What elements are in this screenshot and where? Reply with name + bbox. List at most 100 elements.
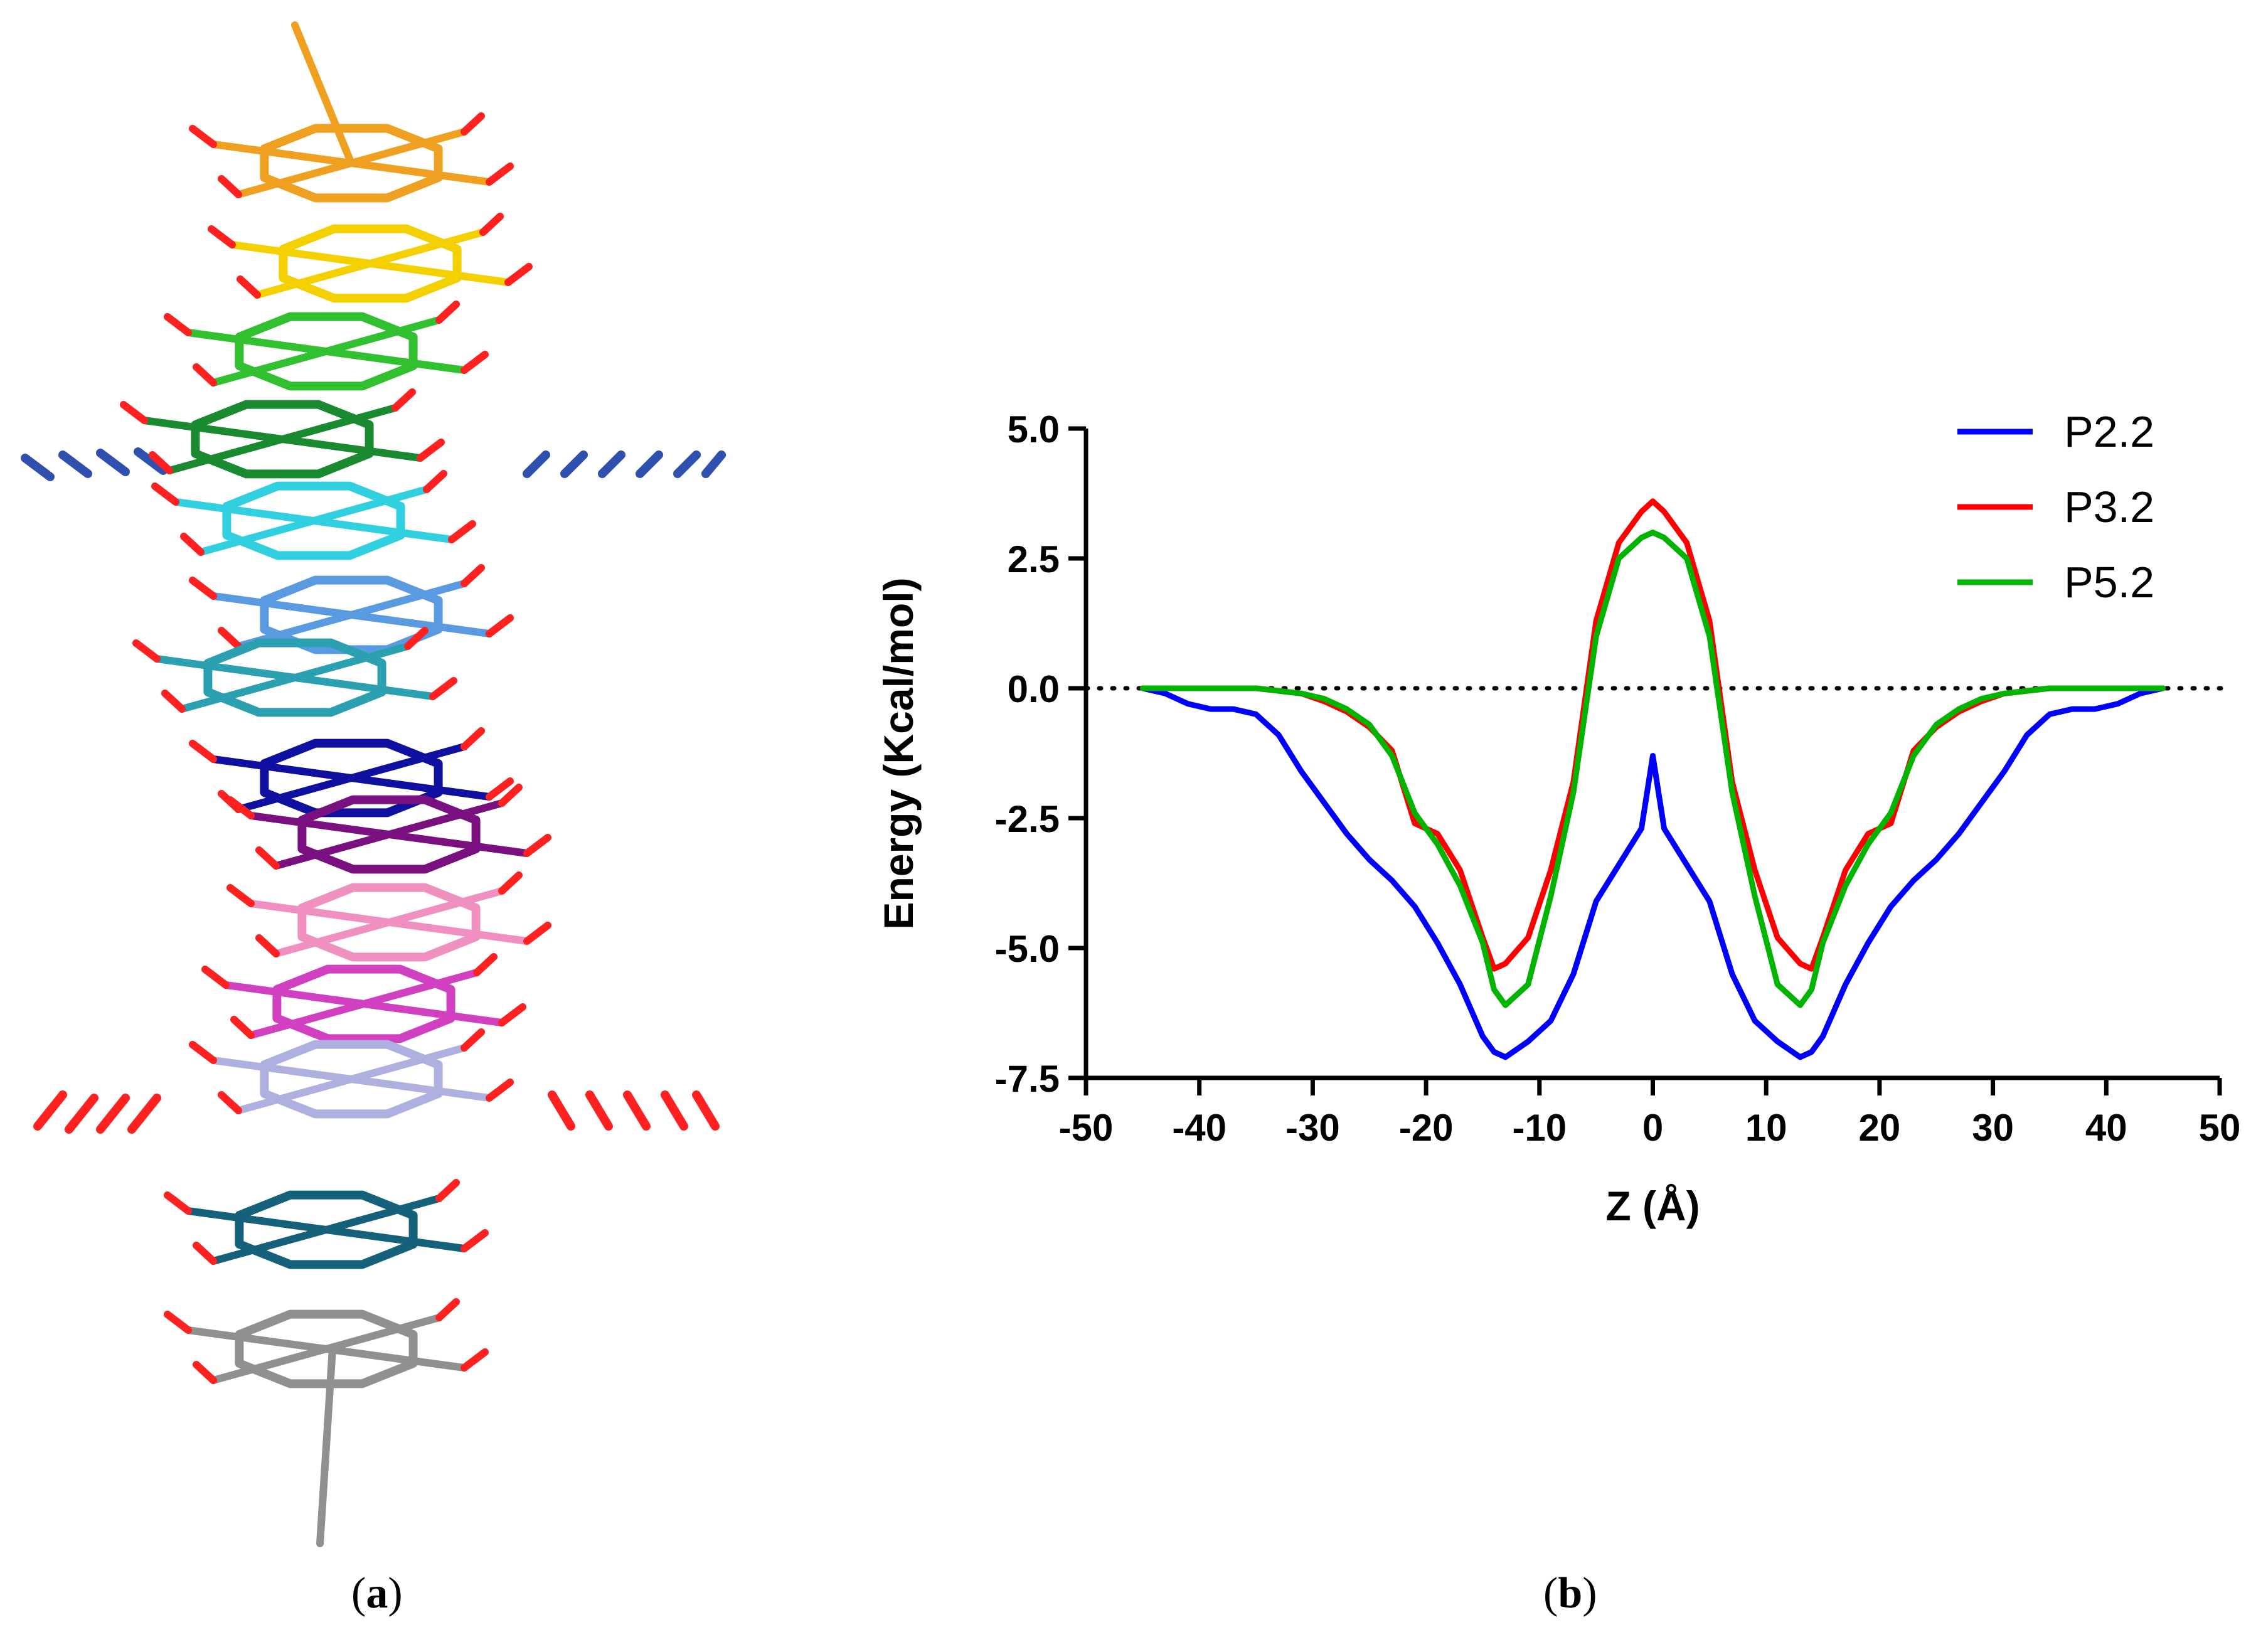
carboxyl-group [149,451,173,474]
legend-label-P3-2: P3.2 [2064,482,2154,531]
carboxyl-group [226,884,255,907]
substituent-arm [235,774,355,813]
carboxyl-group [460,1348,489,1372]
carboxyl-group [460,1229,489,1252]
carboxyl-group [473,953,498,976]
y-ticks: -7.5 -5.0 -2.5 0.0 2.5 5.0 [995,408,1086,1100]
substituent-arm [385,799,506,838]
substituent-arm [360,1000,506,1026]
series-lines [1139,498,2166,1060]
substituent-arm [279,435,424,462]
substituent-arm [222,981,368,1008]
substituent-arm [385,887,506,926]
carboxyl-group [201,966,230,989]
molecular-structure-image [21,21,726,1547]
energy-profile-panel: -7.5 -5.0 -2.5 0.0 2.5 5.0 -50 -40 -30 -20 -10 0 10… [778,0,2251,1649]
carboxyl-group [226,796,255,819]
carboxyl-group [404,627,428,650]
substituent-arm [360,969,481,1008]
membrane-top-layer [21,447,726,481]
substituent-arm [322,1195,443,1234]
substituent-arm [253,260,374,299]
carboxyl-group [486,163,514,186]
x-tick-label: 20 [1859,1107,1901,1149]
carboxyl-group [218,175,242,198]
substituent-arm [348,128,468,167]
carboxyl-group [435,1179,460,1202]
x-tick-label: 40 [2085,1107,2127,1149]
substituent-arm [348,743,468,782]
substituent-arm [166,435,286,474]
series-line-P5-2 [1139,530,2166,1008]
substituent-arm [210,348,330,386]
carboxyl-group [255,846,280,870]
substituent-arm [210,592,355,619]
x-ticks: -50 -40 -30 -20 -10 0 10 20 30 40 50 [1059,1078,2241,1149]
carboxyl-group [218,1091,242,1114]
substituent-arm [310,486,430,525]
y-tick-label: 5.0 [1008,408,1060,450]
legend-label-P5-2: P5.2 [2064,558,2154,607]
panel-a-label: (a) [351,1569,403,1619]
carboxyl-group [498,871,523,895]
x-tick-label: -30 [1285,1107,1340,1149]
panel-b-label-close: ) [1582,1569,1597,1617]
substituent-arm [184,1326,330,1353]
substituent-arm [210,141,355,167]
substituent-arm [184,1207,330,1234]
carboxyl-group [423,470,447,493]
substituent-arm [184,329,330,355]
carboxyl-group [164,1191,192,1215]
panel-a-label-close: ) [388,1569,403,1617]
carboxyl-group [460,564,485,587]
y-tick-label: -7.5 [995,1058,1060,1100]
x-tick-label: -20 [1399,1107,1454,1149]
y-tick-label: 2.5 [1008,538,1060,580]
tail-chain [316,1345,336,1547]
carboxyl-group [460,112,485,136]
x-tick-label: -10 [1512,1107,1567,1149]
substituent-arm [210,755,355,782]
substituent-arm [322,316,443,355]
carboxyl-group [132,639,161,663]
x-tick-label: -40 [1172,1107,1227,1149]
substituent-arm [172,498,317,525]
x-tick-label: 50 [2199,1107,2241,1149]
carboxyl-group [151,482,179,506]
carboxyl-group [193,363,217,386]
x-axis-label: Z (Å) [1605,1183,1700,1229]
substituent-arm [310,517,455,543]
series-line-P2-2 [1139,685,2166,1060]
legend-label-P2-2: P2.2 [2064,407,2154,456]
substituent-arm [210,1057,355,1083]
carboxyl-group [189,740,217,763]
carboxyl-group [498,1003,526,1026]
carboxyl-group [391,388,416,412]
carboxyl-group [237,275,261,299]
carboxyl-group [448,520,476,543]
carboxyl-group [486,1079,514,1102]
substituent-arm [322,1345,468,1372]
carboxyl-group [523,922,551,945]
panel-a-label-letter: a [366,1569,388,1617]
substituent-arm [348,1075,493,1102]
carboxyl-group [435,1298,460,1321]
x-tick-label: 30 [1972,1107,2014,1149]
substituent-arm [322,1226,468,1252]
carboxyl-group [479,213,504,236]
carboxyl-group [161,690,186,713]
substituent-arm [272,831,393,870]
carboxyl-group [460,1028,485,1052]
carboxyl-group [255,934,280,957]
substituent-arm [366,228,487,267]
carboxyl-group [189,577,217,600]
carboxyl-group [208,225,236,248]
carboxyl-group [486,777,514,801]
carboxyl-group [189,125,217,148]
substituent-arm [272,919,393,957]
substituent-arm [228,241,374,267]
membrane-bottom-layer [33,1090,720,1134]
substituent-arm [235,1075,355,1114]
carboxyl-group [164,1311,192,1334]
carboxyl-group [460,351,489,374]
